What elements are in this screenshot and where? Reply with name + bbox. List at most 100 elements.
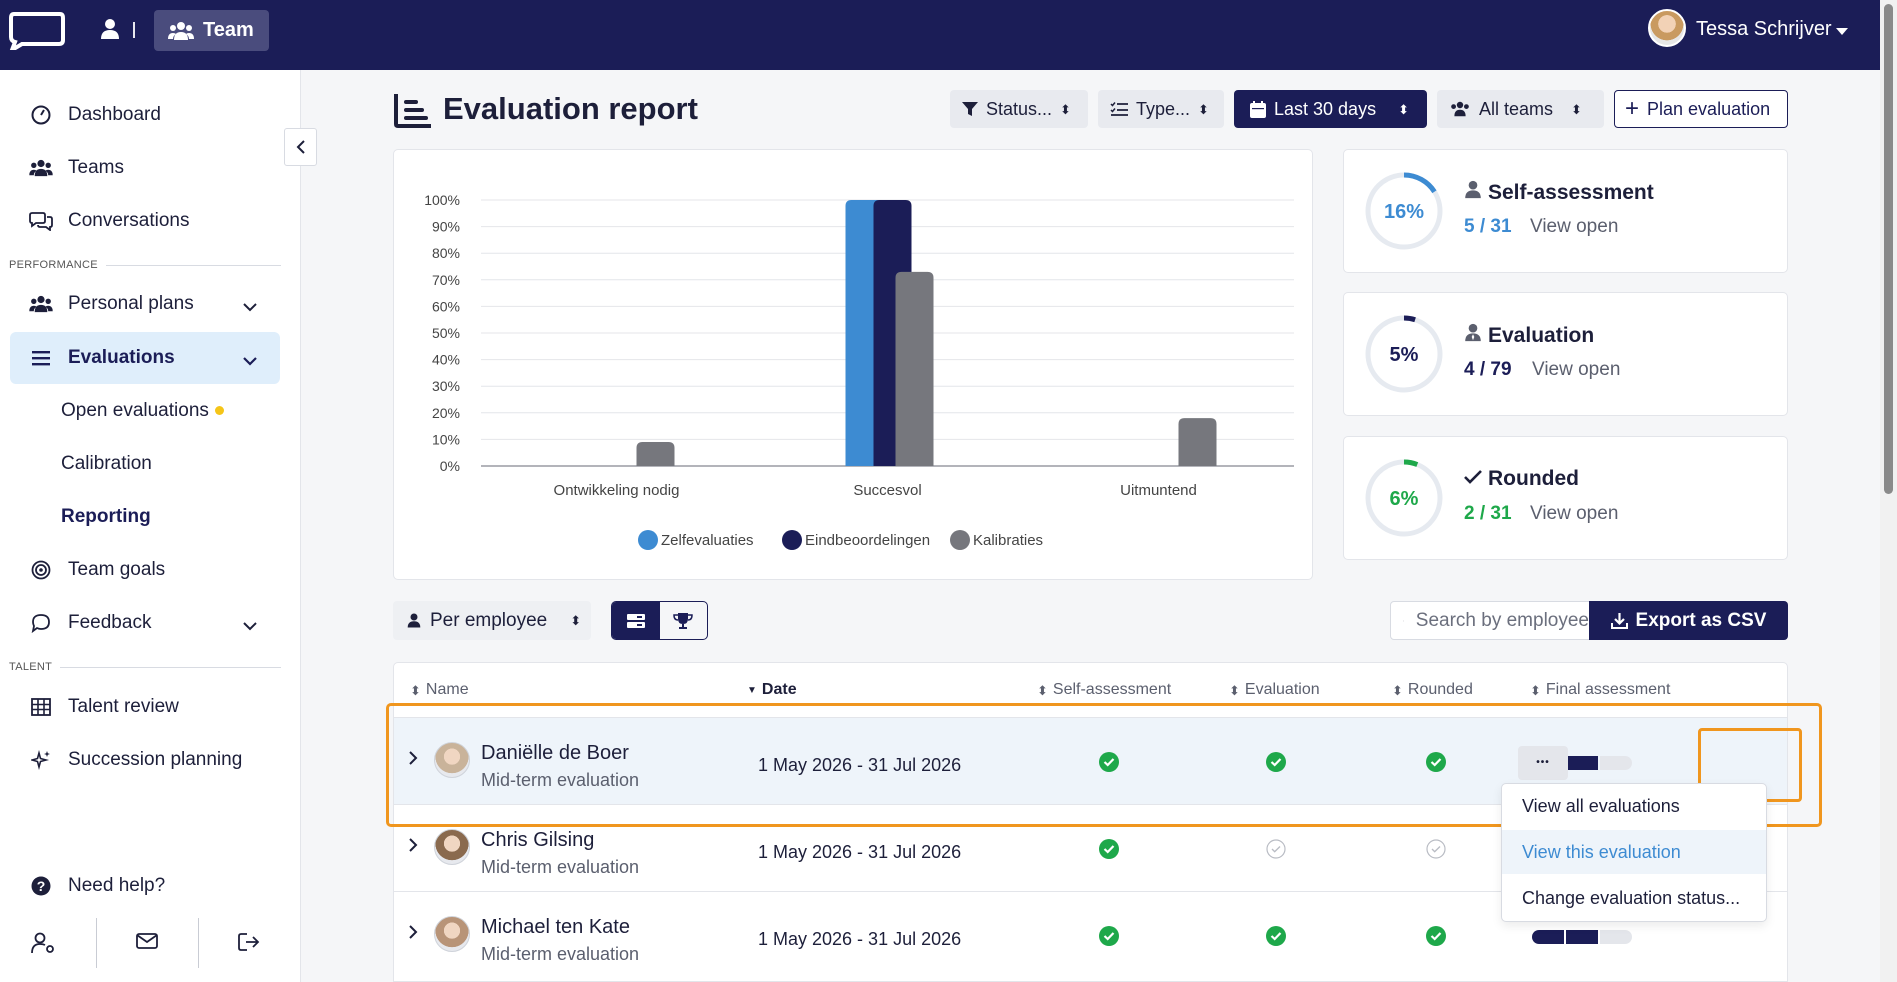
column-header-rounded[interactable]: ⬍ Rounded (1392, 681, 1473, 698)
sidebar-item-conversations[interactable]: Conversations (10, 195, 280, 247)
sort-icon: ⬍ (1060, 101, 1071, 117)
chevron-down-icon[interactable] (242, 615, 258, 637)
column-header-self-assessment[interactable]: ⬍ Self-assessment (1037, 681, 1172, 698)
filter-icon (962, 102, 978, 116)
employee-name[interactable]: Daniëlle de Boer (481, 742, 629, 764)
bar-kalibraties-0 (636, 442, 675, 466)
svg-text:?: ? (37, 878, 46, 894)
bar-chart: 0% 10% 20% 30% 40% 50% 60% 70% 80% 90% 100% Ontwikk… (424, 192, 1294, 550)
employee-search[interactable]: Search by employee (1390, 601, 1590, 640)
sort-desc-icon: ▼ (747, 684, 757, 696)
legend-swatch (782, 530, 802, 550)
chevron-right-icon[interactable] (408, 924, 418, 945)
evaluation-date: 1 May 2026 - 31 Jul 2026 (758, 842, 962, 862)
chart-card: 0% 10% 20% 30% 40% 50% 60% 70% 80% 90% 100% Ontwikk… (393, 149, 1313, 580)
y-tick-label: 70% (432, 272, 460, 288)
section-talent: TALENT (9, 661, 281, 673)
app-logo-icon[interactable] (8, 10, 66, 55)
sidebar-sub-calibration[interactable]: Calibration (61, 453, 152, 474)
menu-item-view-this-evaluation[interactable]: View this evaluation (1502, 830, 1766, 874)
sidebar-sub-open-evaluations[interactable]: Open evaluations (61, 400, 224, 422)
teams-filter[interactable]: All teams ⬍ (1437, 90, 1604, 128)
stat-card-rounded: 6% Rounded 2 / 31 View open (1343, 436, 1788, 560)
y-tick-label: 10% (432, 431, 460, 447)
scrollbar-thumb[interactable] (1884, 4, 1893, 494)
user-settings-icon[interactable] (30, 932, 56, 959)
table-row[interactable]: Chris Gilsing Mid-term evaluation 1 May … (394, 804, 1787, 891)
column-header-final-assessment[interactable]: ⬍ Final assessment (1530, 681, 1671, 698)
chevron-down-icon[interactable] (242, 296, 258, 318)
person-icon (407, 613, 421, 628)
chat-icon (28, 211, 54, 231)
x-tick-label: Ontwikkeling nodig (554, 482, 680, 499)
check-circle-icon (1426, 926, 1446, 951)
search-input[interactable]: Search by employee (1415, 609, 1589, 631)
bar-kalibraties-2 (1178, 418, 1217, 466)
y-tick-label: 20% (432, 405, 460, 421)
row-actions-menu: View all evaluations View this evaluatio… (1501, 783, 1767, 922)
trophy-icon[interactable] (660, 602, 708, 639)
group-by-select[interactable]: Per employee ⬍ (393, 601, 591, 640)
users-icon (28, 295, 54, 313)
speech-bubble-icon (28, 613, 54, 633)
view-toggle[interactable] (611, 601, 708, 640)
plan-evaluation-button[interactable]: + Plan evaluation (1614, 90, 1788, 128)
plus-icon: + (1625, 95, 1640, 122)
page-title: Evaluation report (443, 91, 698, 126)
caret-down-icon[interactable] (1836, 28, 1848, 35)
y-tick-label: 90% (432, 219, 460, 235)
table-row[interactable]: Michael ten Kate Mid-term evaluation 1 M… (394, 891, 1787, 978)
chevron-right-icon[interactable] (408, 750, 418, 771)
type-filter[interactable]: Type... ⬍ (1098, 90, 1224, 128)
collapse-sidebar-button[interactable] (284, 128, 317, 166)
chevron-down-icon[interactable] (242, 350, 258, 372)
section-performance: PERFORMANCE (9, 259, 281, 271)
grid-icon (28, 698, 54, 716)
legend-label: Eindbeoordelingen (805, 532, 930, 549)
sidebar-item-evaluations[interactable]: Evaluations (10, 332, 280, 384)
employee-name[interactable]: Chris Gilsing (481, 829, 595, 851)
sidebar-sub-reporting[interactable]: Reporting (61, 506, 151, 527)
user-avatar[interactable] (1648, 9, 1686, 47)
status-filter[interactable]: Status... ⬍ (950, 90, 1088, 128)
stat-percent: 16% (1384, 201, 1424, 223)
sidebar-item-personal-plans[interactable]: Personal plans (10, 278, 280, 330)
list-view-icon[interactable] (612, 602, 660, 639)
column-header-evaluation[interactable]: ⬍ Evaluation (1229, 681, 1320, 698)
sidebar-item-label: Personal plans (68, 293, 194, 314)
check-outline-icon (1266, 839, 1286, 864)
user-name[interactable]: Tessa Schrijver (1696, 18, 1832, 40)
export-csv-button[interactable]: Export as CSV (1589, 601, 1788, 640)
list-icon (28, 350, 54, 366)
evaluation-date: 1 May 2026 - 31 Jul 2026 (758, 755, 962, 775)
logout-icon[interactable] (238, 932, 260, 957)
legend-swatch (950, 530, 970, 550)
sidebar-item-succession-planning[interactable]: Succession planning (10, 734, 280, 786)
menu-item-view-all-evaluations[interactable]: View all evaluations (1522, 795, 1680, 816)
chevron-right-icon[interactable] (408, 837, 418, 858)
view-open-link[interactable]: View open (1530, 503, 1619, 524)
sidebar-item-teams[interactable]: Teams (10, 142, 280, 194)
sidebar-item-dashboard[interactable]: Dashboard (10, 89, 280, 141)
view-open-link[interactable]: View open (1532, 359, 1621, 380)
menu-item-change-status[interactable]: Change evaluation status... (1522, 887, 1741, 908)
divider (133, 22, 135, 38)
sidebar-item-label: Feedback (68, 612, 152, 633)
row-actions-button[interactable]: ••• (1518, 746, 1568, 780)
sidebar-item-talent-review[interactable]: Talent review (10, 681, 280, 733)
divider (96, 918, 97, 968)
calendar-icon (1250, 100, 1266, 118)
person-icon[interactable] (100, 18, 120, 45)
column-header-date[interactable]: ▼ Date (747, 681, 797, 698)
mail-icon[interactable] (136, 932, 158, 955)
team-tab[interactable]: Team (154, 10, 269, 51)
sidebar-item-label: Dashboard (68, 104, 161, 125)
column-header-name[interactable]: ⬍ Name (410, 681, 469, 698)
sidebar-item-feedback[interactable]: Feedback (10, 597, 280, 649)
sidebar-item-label: Succession planning (68, 749, 243, 770)
view-open-link[interactable]: View open (1530, 216, 1619, 237)
help-link[interactable]: ? Need help? (10, 860, 280, 912)
period-filter[interactable]: Last 30 days ⬍ (1234, 90, 1427, 128)
employee-name[interactable]: Michael ten Kate (481, 916, 630, 938)
sidebar-item-team-goals[interactable]: Team goals (10, 544, 280, 596)
